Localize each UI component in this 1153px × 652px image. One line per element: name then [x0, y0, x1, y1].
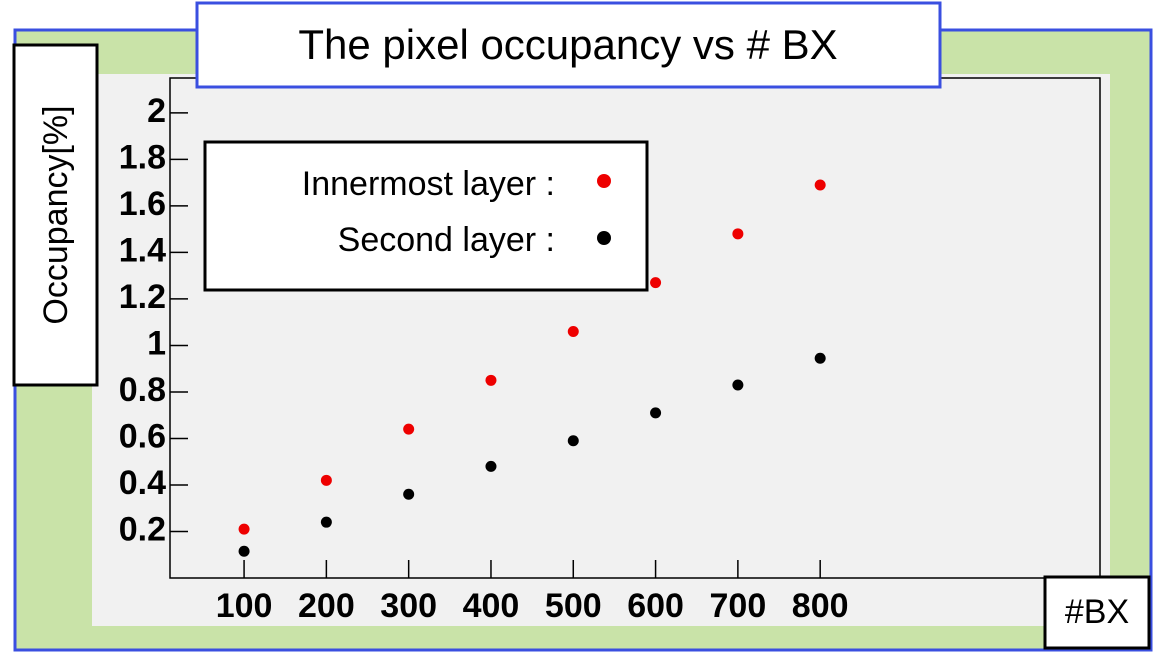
x-tick-label: 100 — [216, 587, 273, 625]
y-tick-label: 1.6 — [119, 185, 166, 223]
data-point — [732, 228, 744, 240]
y-tick-label: 0.6 — [119, 417, 166, 455]
y-tick-label: 0.2 — [119, 510, 166, 548]
data-point — [238, 523, 250, 535]
y-tick-label: 0.4 — [119, 464, 166, 502]
x-tick-label: 500 — [545, 587, 602, 625]
y-tick-label: 1.8 — [119, 138, 166, 176]
y-tick-label: 1.2 — [119, 278, 166, 316]
legend-label: Innermost layer : — [302, 165, 555, 203]
x-label-box — [1043, 575, 1151, 650]
y-tick-label: 1.4 — [119, 231, 166, 269]
data-point — [320, 516, 332, 528]
legend-marker — [597, 174, 611, 188]
y-axis-label: Occupancy[%] — [37, 105, 75, 324]
y-tick-label: 2 — [147, 92, 166, 130]
x-axis-label: #BX — [1065, 593, 1129, 631]
data-point — [485, 460, 497, 472]
data-point — [403, 423, 415, 435]
chart-title: The pixel occupancy vs # BX — [298, 21, 837, 68]
legend-marker — [597, 231, 611, 245]
legend-box — [203, 140, 649, 292]
data-point — [650, 407, 662, 419]
data-point — [814, 179, 826, 191]
title-box — [195, 1, 942, 89]
data-point — [814, 352, 826, 364]
data-point — [403, 488, 415, 500]
data-point — [485, 374, 497, 386]
x-tick-label: 300 — [380, 587, 437, 625]
x-tick-label: 400 — [463, 587, 520, 625]
data-point — [567, 435, 579, 447]
legend-label: Second layer : — [338, 221, 555, 259]
y-tick-label: 0.8 — [119, 371, 166, 409]
x-tick-label: 800 — [792, 587, 849, 625]
data-point — [732, 379, 744, 391]
x-tick-label: 200 — [298, 587, 355, 625]
y-tick-label: 1 — [147, 324, 166, 362]
marks: 0.2 0.4 0.6 0.8 1 1.2 1.4 1.6 1.8 2 100 200 300 400 50… — [119, 92, 849, 625]
x-tick-label: 700 — [710, 587, 767, 625]
data-point — [567, 325, 579, 337]
x-tick-label: 600 — [627, 587, 684, 625]
data-point — [320, 474, 332, 486]
data-point — [238, 545, 250, 557]
y-label-box — [12, 43, 99, 387]
data-point — [650, 277, 662, 289]
